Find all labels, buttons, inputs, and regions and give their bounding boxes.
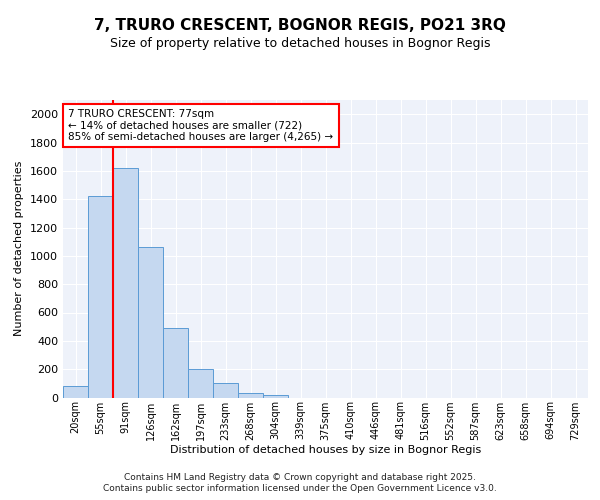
Bar	[188, 369, 213, 398]
Bar	[213, 382, 238, 398]
Text: Size of property relative to detached houses in Bognor Regis: Size of property relative to detached ho…	[110, 38, 490, 51]
Text: Contains HM Land Registry data © Crown copyright and database right 2025.: Contains HM Land Registry data © Crown c…	[124, 472, 476, 482]
Bar	[63, 386, 88, 398]
Bar	[113, 168, 138, 398]
Bar	[138, 248, 163, 398]
Bar	[163, 328, 188, 398]
X-axis label: Distribution of detached houses by size in Bognor Regis: Distribution of detached houses by size …	[170, 446, 481, 456]
Text: 7, TRURO CRESCENT, BOGNOR REGIS, PO21 3RQ: 7, TRURO CRESCENT, BOGNOR REGIS, PO21 3R…	[94, 18, 506, 32]
Text: Contains public sector information licensed under the Open Government Licence v3: Contains public sector information licen…	[103, 484, 497, 493]
Bar	[88, 196, 113, 398]
Bar	[263, 394, 288, 398]
Y-axis label: Number of detached properties: Number of detached properties	[14, 161, 25, 336]
Bar	[238, 392, 263, 398]
Text: 7 TRURO CRESCENT: 77sqm
← 14% of detached houses are smaller (722)
85% of semi-d: 7 TRURO CRESCENT: 77sqm ← 14% of detache…	[68, 109, 334, 142]
